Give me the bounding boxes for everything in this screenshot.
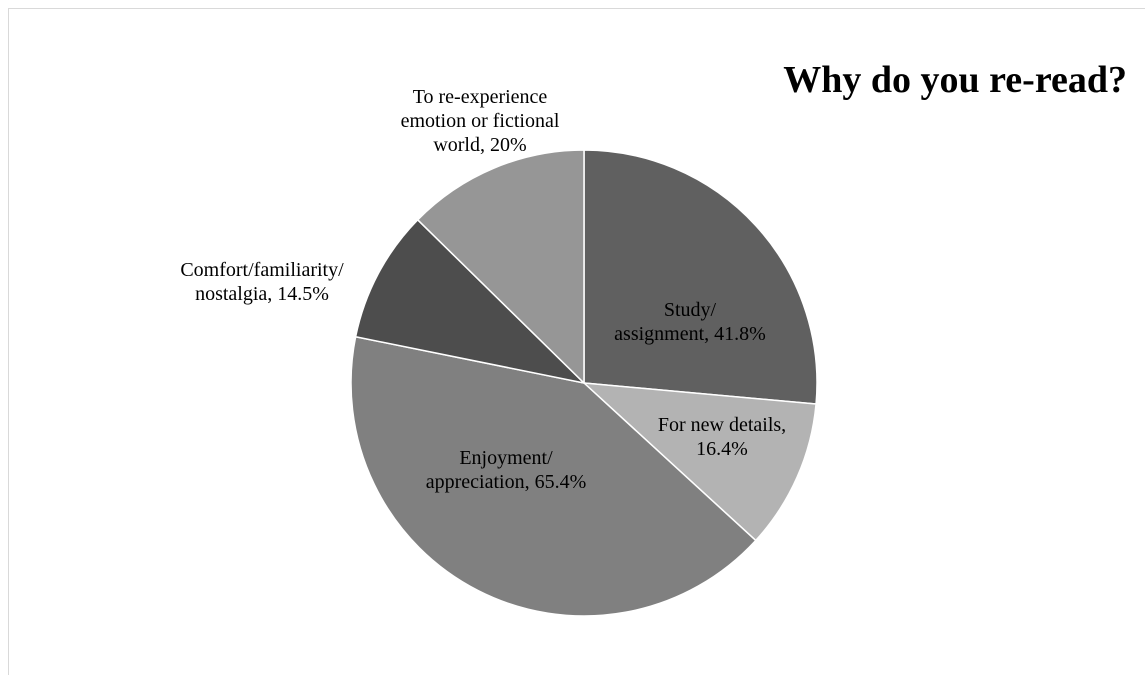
chart-area-frame bbox=[8, 8, 1145, 675]
pie-slice-to-re-experience-emotion-or-fictional-world bbox=[416, 149, 585, 384]
pie-slice-study-assignment bbox=[583, 149, 818, 405]
slice-label-comfort-familiarity-nostalgia: Comfort/familiarity/nostalgia, 14.5% bbox=[180, 259, 344, 305]
slice-label-to-re-experience-emotion-or-fictional-world: To re-experience emotion or fictional worl… bbox=[401, 86, 560, 156]
slice-label-for-new-details: For new details, 16.4% bbox=[658, 414, 786, 460]
pie-slice-for-new-details bbox=[583, 382, 817, 542]
pie-slice-enjoyment-appreciation bbox=[350, 336, 757, 617]
pie-labels: Study/assignment, 41.8% For new details, 1… bbox=[180, 86, 786, 493]
pie-slice-comfort-familiarity-nostalgia bbox=[354, 219, 585, 384]
slice-label-study-assignment: Study/assignment, 41.8% bbox=[614, 299, 766, 345]
chart-title: Why do you re-read? bbox=[783, 59, 1127, 101]
pie-slices bbox=[350, 149, 818, 617]
slice-label-enjoyment-appreciation: Enjoyment/appreciation, 65.4% bbox=[426, 447, 587, 493]
